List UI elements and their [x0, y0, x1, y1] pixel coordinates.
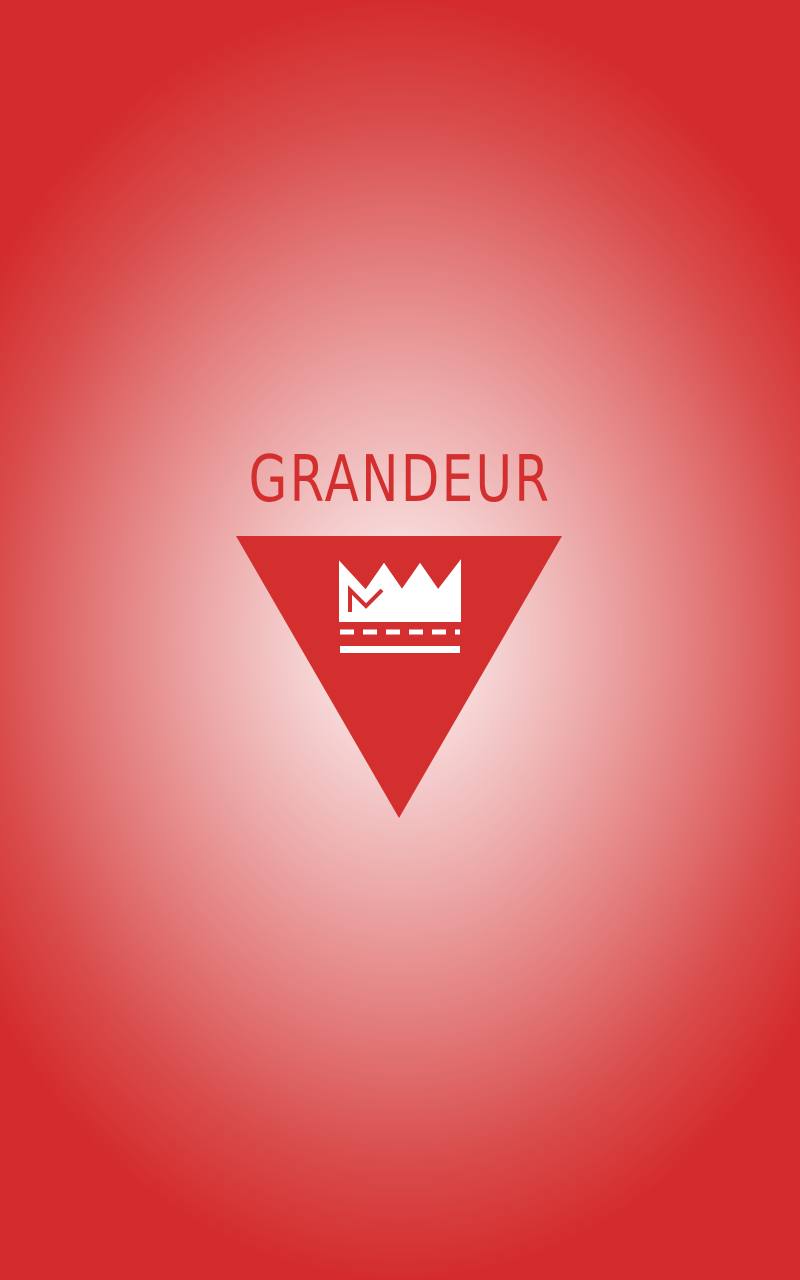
brand-title: GRANDEUR	[248, 443, 552, 517]
crown-monogram	[348, 585, 384, 612]
crown-in-triangle-icon	[236, 536, 562, 818]
logo-triangle	[236, 536, 562, 818]
crown-body	[342, 568, 458, 622]
crown-base	[340, 646, 460, 653]
